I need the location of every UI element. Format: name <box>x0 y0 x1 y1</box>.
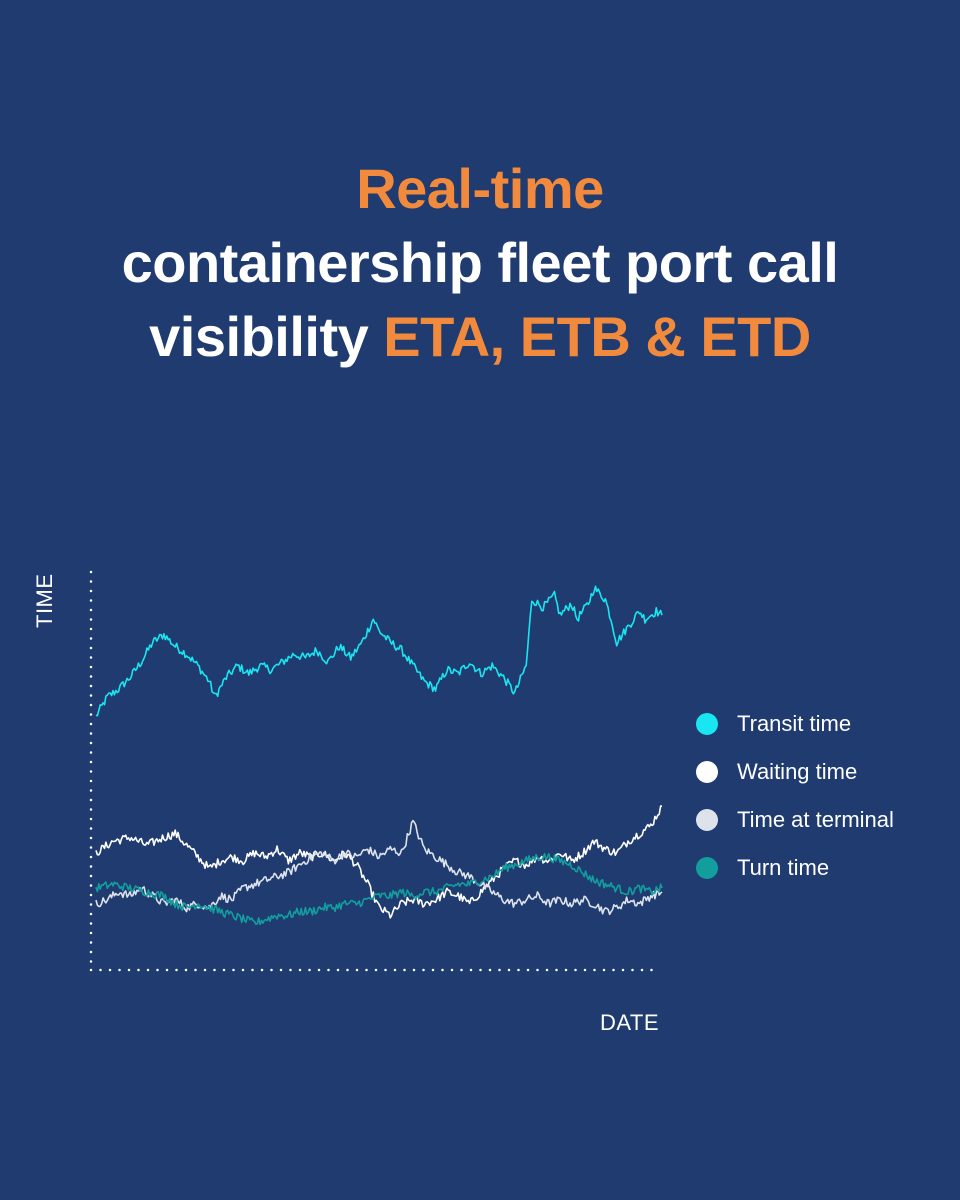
legend-label: Transit time <box>737 711 852 736</box>
x-axis-label: DATE <box>600 1010 660 1035</box>
headline-line-3-plain: visibility <box>149 305 384 368</box>
y-axis-label: TIME <box>32 573 57 628</box>
headline-line-3-accent: ETA, ETB & ETD <box>383 305 811 368</box>
legend-item: Waiting time <box>696 748 894 796</box>
headline: Real-time containership fleet port call … <box>0 152 960 374</box>
chart-axes <box>89 570 658 972</box>
series-line-1 <box>95 585 663 717</box>
series-line-4 <box>95 852 663 926</box>
legend-label: Turn time <box>737 855 830 880</box>
legend-dot <box>696 857 718 879</box>
series-line-2 <box>95 805 663 919</box>
chart-series <box>95 585 663 926</box>
chart-legend: Transit time Waiting time Time at terminal… <box>696 700 894 892</box>
legend-item: Turn time <box>696 844 894 892</box>
legend-dot <box>696 809 718 831</box>
legend-dot <box>696 713 718 735</box>
series-line-3 <box>95 819 663 916</box>
legend-dot <box>696 761 718 783</box>
legend-item: Transit time <box>696 700 894 748</box>
legend-item: Time at terminal <box>696 796 894 844</box>
legend-label: Waiting time <box>737 759 858 784</box>
headline-line-1: Real-time <box>356 157 604 220</box>
legend-label: Time at terminal <box>737 807 894 832</box>
headline-line-3: visibility ETA, ETB & ETD <box>0 300 960 374</box>
headline-line-2: containership fleet port call <box>121 231 839 294</box>
